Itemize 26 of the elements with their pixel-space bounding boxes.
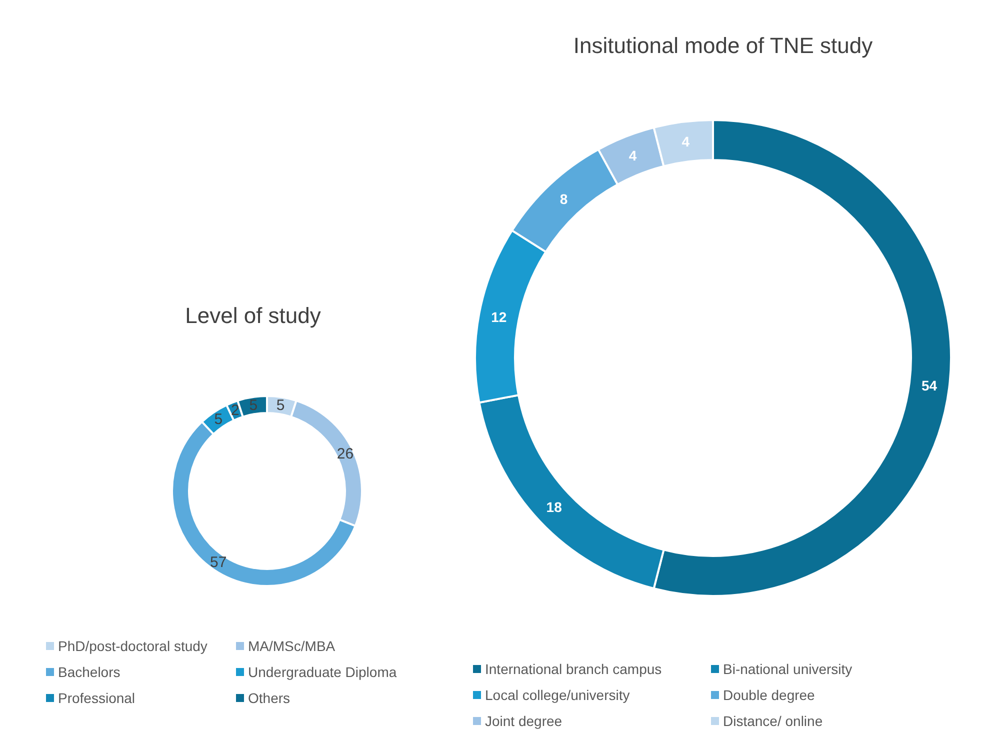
data-label: 5: [214, 410, 223, 428]
data-label: 4: [628, 147, 637, 164]
data-label: 18: [546, 499, 562, 516]
data-label: 4: [682, 134, 690, 150]
legend-label: Professional: [58, 690, 136, 706]
legend-label: Undergraduate Diploma: [248, 664, 397, 680]
legend-label: Joint degree: [485, 713, 562, 729]
legend-label: MA/MSc/MBA: [248, 638, 336, 654]
data-label: 8: [560, 191, 568, 208]
legend-label: Double degree: [723, 687, 815, 703]
legend-label: Bi-national university: [723, 661, 852, 677]
data-label: 5: [276, 397, 285, 414]
chart-title: Level of study: [184, 303, 322, 329]
data-label: 5: [249, 397, 258, 414]
legend-label: Distance/ online: [723, 713, 823, 729]
legend-label: Bachelors: [58, 664, 120, 680]
legend-label: Local college/university: [485, 687, 630, 703]
chart-title: Insitutional mode of TNE study: [572, 33, 874, 59]
legend-label: PhD/post-doctoral study: [58, 638, 208, 654]
data-label: 12: [491, 309, 507, 326]
data-label: 2: [230, 402, 240, 420]
data-label: 26: [336, 446, 354, 463]
legend-label: Others: [248, 690, 290, 706]
legend-label: International branch campus: [485, 661, 662, 677]
data-label: 54: [921, 377, 938, 394]
data-label: 57: [210, 554, 227, 572]
